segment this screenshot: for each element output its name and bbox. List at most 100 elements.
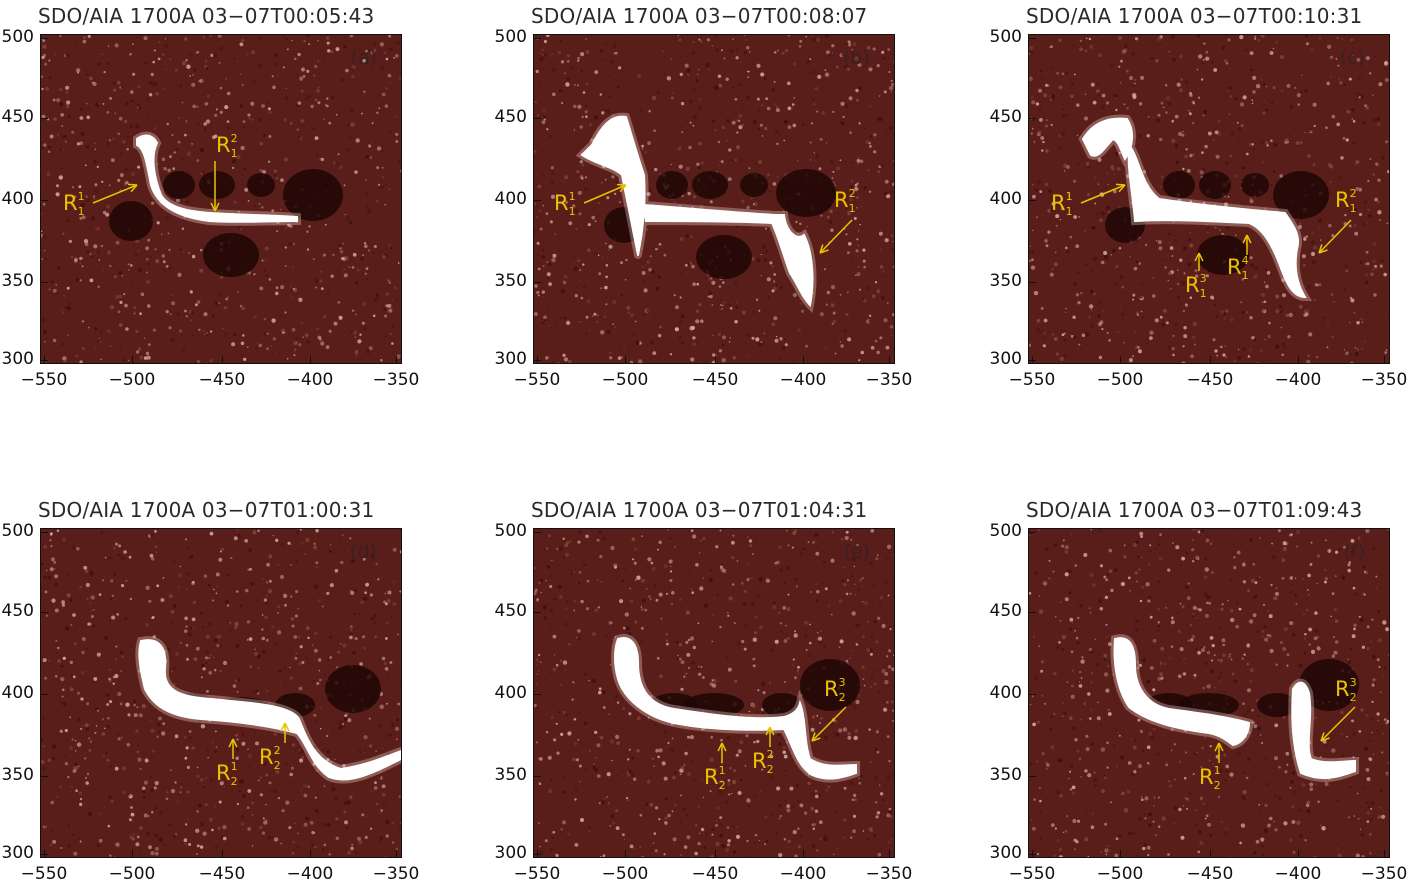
x-tick-label: −550: [1008, 864, 1056, 884]
x-tick-label: −400: [779, 864, 827, 884]
y-tick: [1028, 200, 1036, 201]
annotation-base: R: [216, 133, 231, 157]
annotation-label: R1 1: [63, 191, 85, 217]
annotation-label: R1 1: [554, 190, 576, 217]
x-tick: [889, 356, 890, 364]
annotation-sup: 2: [766, 748, 774, 761]
annotation-label: R2 2: [752, 748, 774, 777]
y-tick-label: 300: [1, 349, 34, 369]
x-tick: [715, 356, 716, 364]
x-tick: [44, 850, 45, 858]
solar-image: (b) R11 R21: [533, 34, 895, 364]
x-tick: [132, 850, 133, 858]
x-tick: [1298, 356, 1299, 364]
y-tick-label: 300: [494, 843, 527, 863]
annotation-sup: 1: [1213, 764, 1221, 777]
annotation-sub: 2: [766, 763, 774, 777]
y-tick-label: 500: [494, 27, 527, 47]
y-tick-label: 350: [989, 271, 1022, 291]
x-tick: [803, 356, 804, 364]
solar-image: (c) R11 R31 R41 R21: [1028, 34, 1390, 364]
panel-title: SDO/AIA 1700A 03−07T01:09:43: [1026, 498, 1363, 522]
annotation-base: R: [554, 191, 569, 215]
solar-image: (e) R12 R22 R32: [533, 528, 895, 858]
y-tick-label: 300: [989, 349, 1022, 369]
annotation-sup: 1: [1065, 190, 1073, 203]
solar-image: (a) R11 R21: [40, 34, 402, 364]
panel-title: SDO/AIA 1700A 03−07T00:10:31: [1026, 4, 1363, 28]
solar-image: (f) R12 R32: [1028, 528, 1390, 858]
y-tick: [533, 776, 541, 777]
panel-title: SDO/AIA 1700A 03−07T00:05:43: [38, 4, 375, 28]
annotation-sub: 1: [1065, 205, 1073, 219]
panel-label: (f): [1343, 541, 1365, 563]
annotation-sub: 2: [838, 691, 846, 705]
y-tick-label: 300: [989, 843, 1022, 863]
annotation-base: R: [216, 761, 231, 785]
panel-label: (b): [843, 47, 870, 69]
x-tick: [1210, 356, 1211, 364]
y-tick-label: 350: [1, 271, 34, 291]
annotation-sub: 1: [1199, 287, 1207, 301]
y-tick-label: 450: [494, 601, 527, 621]
x-tick: [1032, 850, 1033, 858]
panel-3: SDO/AIA 1700A 03−07T00:10:31 (c) R11 R31 R41…: [990, 4, 1408, 394]
annotation-sub: 2: [273, 759, 281, 773]
annotation-base: R: [824, 677, 839, 701]
x-tick: [1298, 850, 1299, 858]
annotation-sup: 2: [273, 744, 281, 757]
annotation-sup: 4: [1241, 254, 1249, 267]
y-tick-label: 500: [989, 27, 1022, 47]
y-tick: [1028, 118, 1036, 119]
y-tick: [1028, 282, 1036, 283]
y-tick-label: 400: [989, 189, 1022, 209]
y-tick: [40, 694, 48, 695]
x-tick-label: −550: [20, 370, 68, 390]
x-tick-label: −450: [198, 864, 246, 884]
x-tick-label: −450: [691, 370, 739, 390]
annotation-sup: 3: [838, 676, 846, 689]
x-tick-label: −500: [108, 864, 156, 884]
x-tick: [310, 356, 311, 364]
panel-title: SDO/AIA 1700A 03−07T00:08:07: [531, 4, 868, 28]
annotation-base: R: [752, 749, 767, 773]
y-tick: [533, 694, 541, 695]
y-tick-label: 500: [989, 521, 1022, 541]
x-tick-label: −450: [198, 370, 246, 390]
x-tick-label: −500: [1096, 864, 1144, 884]
annotation-sup: 2: [848, 187, 856, 200]
x-tick-label: −350: [865, 864, 913, 884]
x-tick: [1032, 356, 1033, 364]
annotation-label: R1 2: [704, 764, 726, 793]
annotation-sup: 1: [568, 190, 576, 203]
x-tick: [396, 356, 397, 364]
annotation-sup: 2: [1349, 187, 1357, 200]
x-tick: [310, 850, 311, 858]
x-tick: [44, 356, 45, 364]
y-tick-label: 500: [1, 27, 34, 47]
x-tick-label: −350: [1360, 370, 1408, 390]
panel-6: SDO/AIA 1700A 03−07T01:09:43 (f) R12 R32 500…: [990, 498, 1408, 888]
annotation-sub: 2: [718, 779, 726, 793]
y-tick-label: 350: [494, 271, 527, 291]
x-tick-label: −550: [1008, 370, 1056, 390]
y-tick: [533, 38, 541, 39]
y-tick-label: 300: [494, 349, 527, 369]
x-tick: [396, 850, 397, 858]
annotation-sup: 1: [718, 764, 726, 777]
panel-title: SDO/AIA 1700A 03−07T01:04:31: [531, 498, 868, 522]
x-tick-label: −400: [779, 370, 827, 390]
y-tick-label: 500: [494, 521, 527, 541]
y-tick: [40, 200, 48, 201]
panel-label: (e): [843, 541, 870, 563]
y-tick: [40, 38, 48, 39]
panel-1: SDO/AIA 1700A 03−07T00:05:43 (a) R11 R21 500…: [2, 4, 420, 394]
x-tick-label: −350: [865, 370, 913, 390]
x-tick: [1384, 356, 1385, 364]
x-tick: [222, 850, 223, 858]
y-tick-label: 400: [1, 683, 34, 703]
x-tick: [1384, 850, 1385, 858]
annotation-base: R: [834, 188, 849, 212]
x-tick: [1120, 356, 1121, 364]
y-tick-label: 400: [494, 189, 527, 209]
